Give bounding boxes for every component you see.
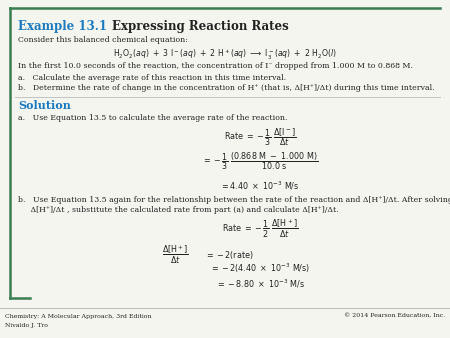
Text: $= -2(\mathrm{rate})$: $= -2(\mathrm{rate})$ (205, 249, 253, 261)
Text: Δ[H⁺]/Δt , substitute the calculated rate from part (a) and calculate Δ[H⁺]/Δt.: Δ[H⁺]/Δt , substitute the calculated rat… (18, 206, 339, 214)
Text: b.   Use Equation 13.5 again for the relationship between the rate of the reacti: b. Use Equation 13.5 again for the relat… (18, 196, 450, 204)
Text: Solution: Solution (18, 100, 71, 111)
Text: $\dfrac{\Delta[\mathrm{H}^+]}{\Delta t}$: $\dfrac{\Delta[\mathrm{H}^+]}{\Delta t}$ (162, 244, 189, 266)
Text: Chemistry: A Molecular Approach, 3rd Edition: Chemistry: A Molecular Approach, 3rd Edi… (5, 314, 152, 319)
Text: $\mathrm{H_2O_2}(aq)\ +\ 3\ \mathrm{I^-}(aq)\ +\ 2\ \mathrm{H^+}(aq)\ \longright: $\mathrm{H_2O_2}(aq)\ +\ 3\ \mathrm{I^-}… (113, 48, 337, 62)
Text: $= 4.40\ \times\ 10^{-3}\ \mathrm{M/s}$: $= 4.40\ \times\ 10^{-3}\ \mathrm{M/s}$ (220, 180, 300, 192)
Text: $= -8.80\ \times\ 10^{-3}\ \mathrm{M/s}$: $= -8.80\ \times\ 10^{-3}\ \mathrm{M/s}$ (216, 278, 305, 290)
Text: Example 13.1: Example 13.1 (18, 20, 107, 33)
Text: Expressing Reaction Rates: Expressing Reaction Rates (112, 20, 289, 33)
Text: Nivaldo J. Tro: Nivaldo J. Tro (5, 323, 48, 328)
Text: $= -2(4.40\ \times\ 10^{-3}\ \mathrm{M/s})$: $= -2(4.40\ \times\ 10^{-3}\ \mathrm{M/s… (210, 262, 310, 275)
Text: b.   Determine the rate of change in the concentration of H⁺ (that is, Δ[H⁺]/Δt): b. Determine the rate of change in the c… (18, 84, 435, 92)
Text: a.   Use Equation 13.5 to calculate the average rate of the reaction.: a. Use Equation 13.5 to calculate the av… (18, 114, 288, 122)
Text: Rate $= -\dfrac{1}{2}\ \dfrac{\Delta[\mathrm{H}^+]}{\Delta t}$: Rate $= -\dfrac{1}{2}\ \dfrac{\Delta[\ma… (222, 218, 298, 240)
Text: Rate $= -\dfrac{1}{3}\ \dfrac{\Delta[\mathrm{I}^-]}{\Delta t}$: Rate $= -\dfrac{1}{3}\ \dfrac{\Delta[\ma… (224, 126, 297, 147)
Text: In the first 10.0 seconds of the reaction, the concentration of I⁻ dropped from : In the first 10.0 seconds of the reactio… (18, 62, 413, 70)
Text: Consider this balanced chemical equation:: Consider this balanced chemical equation… (18, 36, 188, 44)
Text: a.   Calculate the average rate of this reaction in this time interval.: a. Calculate the average rate of this re… (18, 74, 286, 82)
Text: © 2014 Pearson Education, Inc.: © 2014 Pearson Education, Inc. (344, 314, 445, 319)
Text: $= -\dfrac{1}{3}\ \dfrac{(0.868\ \mathrm{M}\ -\ 1.000\ \mathrm{M})}{10.0\ \mathr: $= -\dfrac{1}{3}\ \dfrac{(0.868\ \mathrm… (202, 150, 318, 171)
